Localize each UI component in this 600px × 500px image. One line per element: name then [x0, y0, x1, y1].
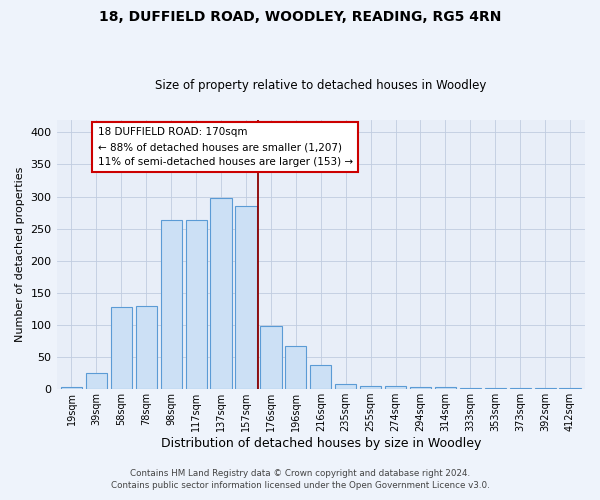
Text: Contains HM Land Registry data © Crown copyright and database right 2024.
Contai: Contains HM Land Registry data © Crown c… — [110, 468, 490, 490]
Bar — [260, 326, 281, 389]
Bar — [185, 220, 207, 389]
Text: 18 DUFFIELD ROAD: 170sqm
← 88% of detached houses are smaller (1,207)
11% of sem: 18 DUFFIELD ROAD: 170sqm ← 88% of detach… — [98, 128, 353, 167]
Text: 18, DUFFIELD ROAD, WOODLEY, READING, RG5 4RN: 18, DUFFIELD ROAD, WOODLEY, READING, RG5… — [99, 10, 501, 24]
Bar — [161, 220, 182, 389]
Bar — [310, 365, 331, 389]
Bar — [435, 387, 456, 389]
Bar — [385, 386, 406, 389]
Bar — [211, 198, 232, 389]
Bar — [535, 388, 556, 389]
Bar — [410, 387, 431, 389]
Bar — [86, 373, 107, 389]
Bar — [509, 388, 531, 389]
Y-axis label: Number of detached properties: Number of detached properties — [15, 166, 25, 342]
Bar — [460, 388, 481, 389]
Bar — [235, 206, 257, 389]
Bar — [136, 306, 157, 389]
Bar — [285, 346, 307, 389]
Bar — [111, 307, 132, 389]
Bar — [559, 388, 581, 389]
X-axis label: Distribution of detached houses by size in Woodley: Distribution of detached houses by size … — [161, 437, 481, 450]
Bar — [360, 386, 381, 389]
Bar — [335, 384, 356, 389]
Bar — [61, 387, 82, 389]
Title: Size of property relative to detached houses in Woodley: Size of property relative to detached ho… — [155, 79, 487, 92]
Bar — [485, 388, 506, 389]
